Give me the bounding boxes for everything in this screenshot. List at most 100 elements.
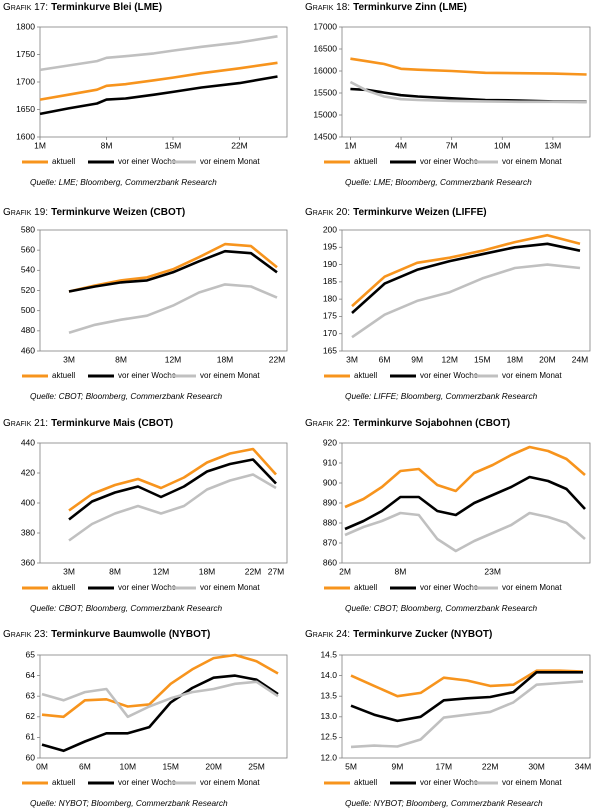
y-tick-label: 175 bbox=[323, 311, 337, 321]
x-tick-label: 12M bbox=[165, 354, 182, 364]
chart-heading: Grafik 22: Terminkurve Sojabohnen (CBOT) bbox=[305, 418, 510, 429]
x-tick-label: 9M bbox=[411, 354, 423, 364]
x-tick-label: 9M bbox=[391, 761, 403, 771]
x-tick-label: 5M bbox=[345, 761, 357, 771]
x-tick-label: 1M bbox=[34, 140, 46, 150]
x-tick-label: 4M bbox=[395, 140, 407, 150]
plot-area bbox=[341, 26, 591, 138]
x-tick-label: 15M bbox=[165, 140, 182, 150]
y-tick-label: 14.0 bbox=[320, 670, 337, 680]
chart-source: Quelle: LME; Bloomberg, Commerzbank Rese… bbox=[345, 177, 532, 187]
x-tick-label: 3M bbox=[346, 354, 358, 364]
chart-panel: Grafik 20: Terminkurve Weizen (LIFFE) 165 1… bbox=[305, 207, 591, 401]
series-line bbox=[41, 653, 279, 719]
x-tick-label: 18M bbox=[507, 354, 524, 364]
y-tick-label: 1700 bbox=[16, 76, 35, 86]
y-tick-label: 16000 bbox=[313, 65, 337, 75]
series-line bbox=[68, 242, 278, 293]
series-line bbox=[351, 263, 581, 339]
y-tick-label: 190 bbox=[323, 259, 337, 269]
series-line bbox=[350, 57, 587, 76]
series-line bbox=[351, 233, 581, 308]
series-line bbox=[39, 75, 278, 116]
chart-title: Terminkurve Zinn (LME) bbox=[353, 2, 467, 13]
x-tick-label: 1M bbox=[345, 140, 357, 150]
y-tick-label: 560 bbox=[21, 244, 35, 254]
series-line bbox=[39, 35, 278, 72]
chart-panel: Grafik 19: Terminkurve Weizen (CBOT) 460 48… bbox=[3, 207, 288, 401]
x-tick-label: 7M bbox=[446, 140, 458, 150]
y-tick-label: 15500 bbox=[313, 87, 337, 97]
y-tick-label: 63 bbox=[26, 690, 36, 700]
legend-label: aktuell bbox=[52, 778, 75, 787]
y-tick-label: 500 bbox=[21, 305, 35, 315]
y-tick-label: 460 bbox=[21, 345, 35, 355]
x-tick-label: 8M bbox=[394, 566, 406, 576]
x-tick-label: 20M bbox=[539, 354, 556, 364]
y-tick-label: 900 bbox=[323, 477, 337, 487]
x-tick-label: 12M bbox=[153, 566, 170, 576]
legend-label: vor einem Monat bbox=[502, 157, 562, 166]
chart-heading: Grafik 19: Terminkurve Weizen (CBOT) bbox=[3, 207, 185, 218]
legend-label: vor einer Woche bbox=[118, 778, 177, 787]
legend-label: aktuell bbox=[354, 157, 377, 166]
chart-heading: Grafik 20: Terminkurve Weizen (LIFFE) bbox=[305, 207, 487, 218]
chart-label: Grafik 18: bbox=[305, 2, 350, 13]
y-tick-label: 380 bbox=[21, 527, 35, 537]
chart-panel: Grafik 21: Terminkurve Mais (CBOT) 360 380 4… bbox=[3, 418, 288, 613]
chart-source: Quelle: LIFFE; Bloomberg, Commerzbank Re… bbox=[345, 391, 538, 401]
chart-panel: Grafik 18: Terminkurve Zinn (LME) 14500 150… bbox=[305, 2, 591, 187]
x-tick-label: 22M bbox=[269, 354, 286, 364]
chart-source: Quelle: CBOT; Bloomberg, Commerzbank Res… bbox=[30, 391, 223, 401]
x-tick-label: 18M bbox=[199, 566, 216, 576]
y-tick-label: 14500 bbox=[313, 131, 337, 141]
chart-title: Terminkurve Weizen (LIFFE) bbox=[353, 207, 487, 218]
chart-title: Terminkurve Baumwolle (NYBOT) bbox=[51, 629, 210, 640]
series-line bbox=[68, 447, 277, 512]
legend-label: vor einer Woche bbox=[420, 778, 479, 787]
legend-label: vor einem Monat bbox=[200, 157, 260, 166]
chart-title: Terminkurve Sojabohnen (CBOT) bbox=[353, 418, 510, 429]
series-line bbox=[68, 473, 277, 542]
series-line bbox=[68, 249, 278, 293]
series-line bbox=[39, 61, 278, 101]
x-tick-label: 24M bbox=[572, 354, 589, 364]
chart-heading: Grafik 17: Terminkurve Blei (LME) bbox=[3, 2, 162, 13]
legend-label: vor einer Woche bbox=[118, 157, 177, 166]
y-tick-label: 440 bbox=[21, 437, 35, 447]
plot-area bbox=[341, 229, 591, 352]
plot-area bbox=[39, 654, 288, 759]
chart-title: Terminkurve Blei (LME) bbox=[51, 2, 162, 13]
legend-label: vor einer Woche bbox=[420, 583, 479, 592]
series-line bbox=[68, 458, 277, 521]
y-tick-label: 16500 bbox=[313, 43, 337, 53]
chart-panel: Grafik 17: Terminkurve Blei (LME) 1600 1650… bbox=[3, 2, 288, 187]
legend-label: aktuell bbox=[354, 371, 377, 380]
y-tick-label: 480 bbox=[21, 325, 35, 335]
y-tick-label: 360 bbox=[21, 557, 35, 567]
y-tick-label: 520 bbox=[21, 285, 35, 295]
x-tick-label: 8M bbox=[115, 354, 127, 364]
chart-label: Grafik 19: bbox=[3, 207, 48, 218]
y-tick-label: 1600 bbox=[16, 131, 35, 141]
y-tick-label: 62 bbox=[26, 711, 36, 721]
chart-label: Grafik 21: bbox=[3, 418, 48, 429]
chart-panel: Grafik 24: Terminkurve Zucker (NYBOT) 12.0… bbox=[305, 629, 591, 808]
legend-label: aktuell bbox=[52, 583, 75, 592]
y-tick-label: 420 bbox=[21, 467, 35, 477]
y-tick-label: 17000 bbox=[313, 21, 337, 31]
series-line bbox=[349, 80, 587, 104]
x-tick-label: 8M bbox=[109, 566, 121, 576]
chart-source: Quelle: CBOT; Bloomberg, Commerzbank Res… bbox=[345, 603, 538, 613]
y-tick-label: 165 bbox=[323, 345, 337, 355]
x-tick-label: 18M bbox=[217, 354, 234, 364]
legend-label: vor einem Monat bbox=[200, 583, 260, 592]
x-tick-label: 10M bbox=[120, 761, 137, 771]
x-tick-label: 27M bbox=[268, 566, 285, 576]
chart-heading: Grafik 18: Terminkurve Zinn (LME) bbox=[305, 2, 467, 13]
chart-label: Grafik 22: bbox=[305, 418, 350, 429]
chart-label: Grafik 23: bbox=[3, 629, 48, 640]
legend-label: vor einer Woche bbox=[420, 371, 479, 380]
series-line bbox=[350, 669, 584, 698]
